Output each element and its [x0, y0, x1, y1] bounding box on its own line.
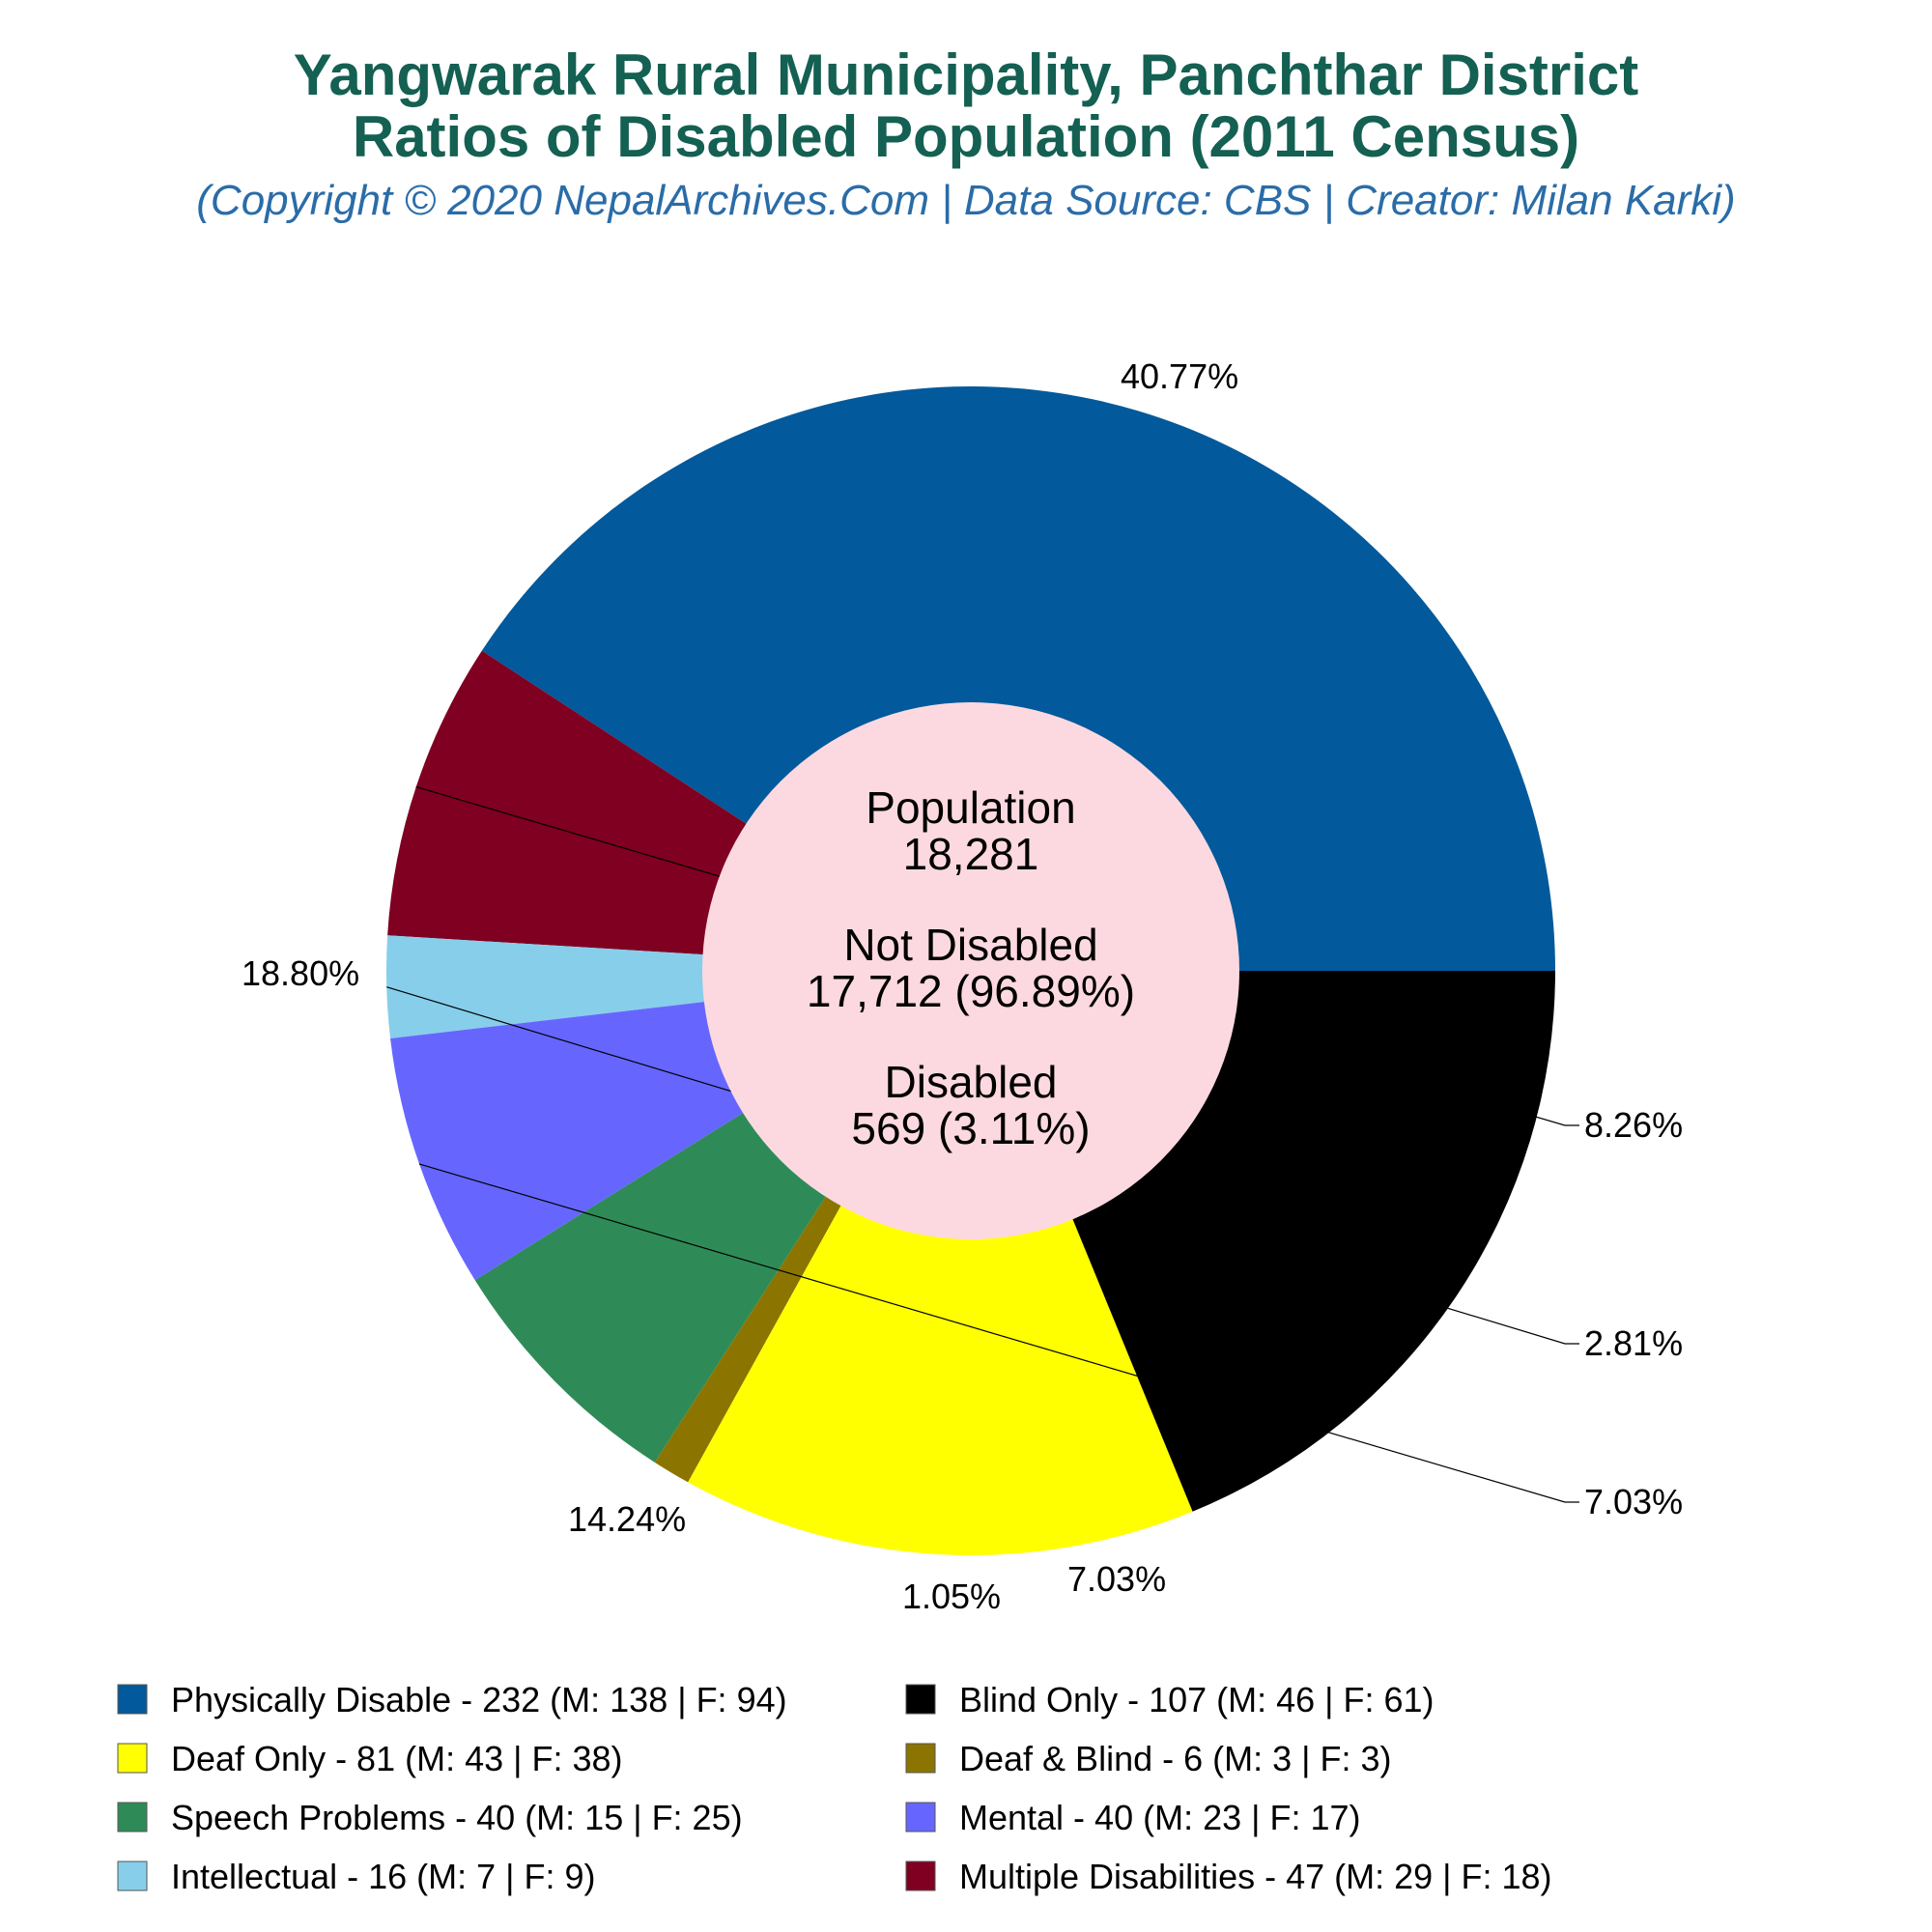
center-population-label: Population: [866, 782, 1075, 833]
percent-label-3: 7.03%: [1584, 1482, 1683, 1521]
legend-swatch-1: [905, 1861, 936, 1891]
legend-label-5: Deaf & Blind - 6 (M: 3 | F: 3): [959, 1739, 1392, 1778]
pie-slice-6: [688, 971, 1193, 1555]
center-population-value: 18,281: [903, 829, 1039, 879]
center-not-disabled-value: 17,712 (96.89%): [807, 966, 1135, 1016]
chart-title-line1: Yangwarak Rural Municipality, Panchthar …: [294, 43, 1639, 107]
leader-line-3: [418, 1163, 1579, 1503]
legend-swatch-3: [905, 1802, 936, 1833]
pie-slice-2: [385, 935, 971, 1038]
percent-label-1: 8.26%: [1584, 1105, 1683, 1145]
legend-label-4: Speech Problems - 40 (M: 15 | F: 25): [171, 1798, 743, 1837]
chart-legend: Physically Disable - 232 (M: 138 | F: 94…: [117, 1680, 1552, 1896]
chart-title-line2: Ratios of Disabled Population (2011 Cens…: [353, 104, 1579, 169]
percent-label-4: 7.03%: [1067, 1559, 1166, 1599]
chart-subtitle: (Copyright © 2020 NepalArchives.Com | Da…: [196, 177, 1735, 224]
center-disabled-value: 569 (3.11%): [851, 1103, 1090, 1153]
pie-percent-labels: 40.77% 8.26% 2.81% 7.03% 7.03% 1.05% 14.24% 18.…: [242, 356, 1683, 1616]
legend-swatch-2: [117, 1861, 148, 1891]
legend-label-3: Mental - 40 (M: 23 | F: 17): [959, 1798, 1361, 1837]
legend-swatch-4: [117, 1802, 148, 1833]
center-not-disabled-label: Not Disabled: [843, 920, 1097, 970]
legend-label-6: Deaf Only - 81 (M: 43 | F: 38): [171, 1739, 623, 1778]
percent-label-7: 18.80%: [242, 953, 359, 993]
legend-swatch-5: [905, 1743, 936, 1774]
percent-label-6: 14.24%: [568, 1499, 686, 1539]
center-summary-circle: [702, 702, 1239, 1239]
legend-swatch-7: [905, 1684, 936, 1715]
legend-label-1: Multiple Disabilities - 47 (M: 29 | F: 1…: [959, 1857, 1552, 1896]
percent-label-2: 2.81%: [1584, 1323, 1683, 1363]
percent-label-0: 40.77%: [1121, 356, 1238, 396]
legend-label-2: Intellectual - 16 (M: 7 | F: 9): [171, 1857, 596, 1896]
legend-label-7: Blind Only - 107 (M: 46 | F: 61): [959, 1680, 1435, 1719]
percent-label-5: 1.05%: [902, 1577, 1001, 1616]
legend-swatch-6: [117, 1743, 148, 1774]
legend-label-0: Physically Disable - 232 (M: 138 | F: 94…: [171, 1680, 787, 1719]
center-disabled-label: Disabled: [885, 1057, 1058, 1107]
legend-swatch-0: [117, 1684, 148, 1715]
